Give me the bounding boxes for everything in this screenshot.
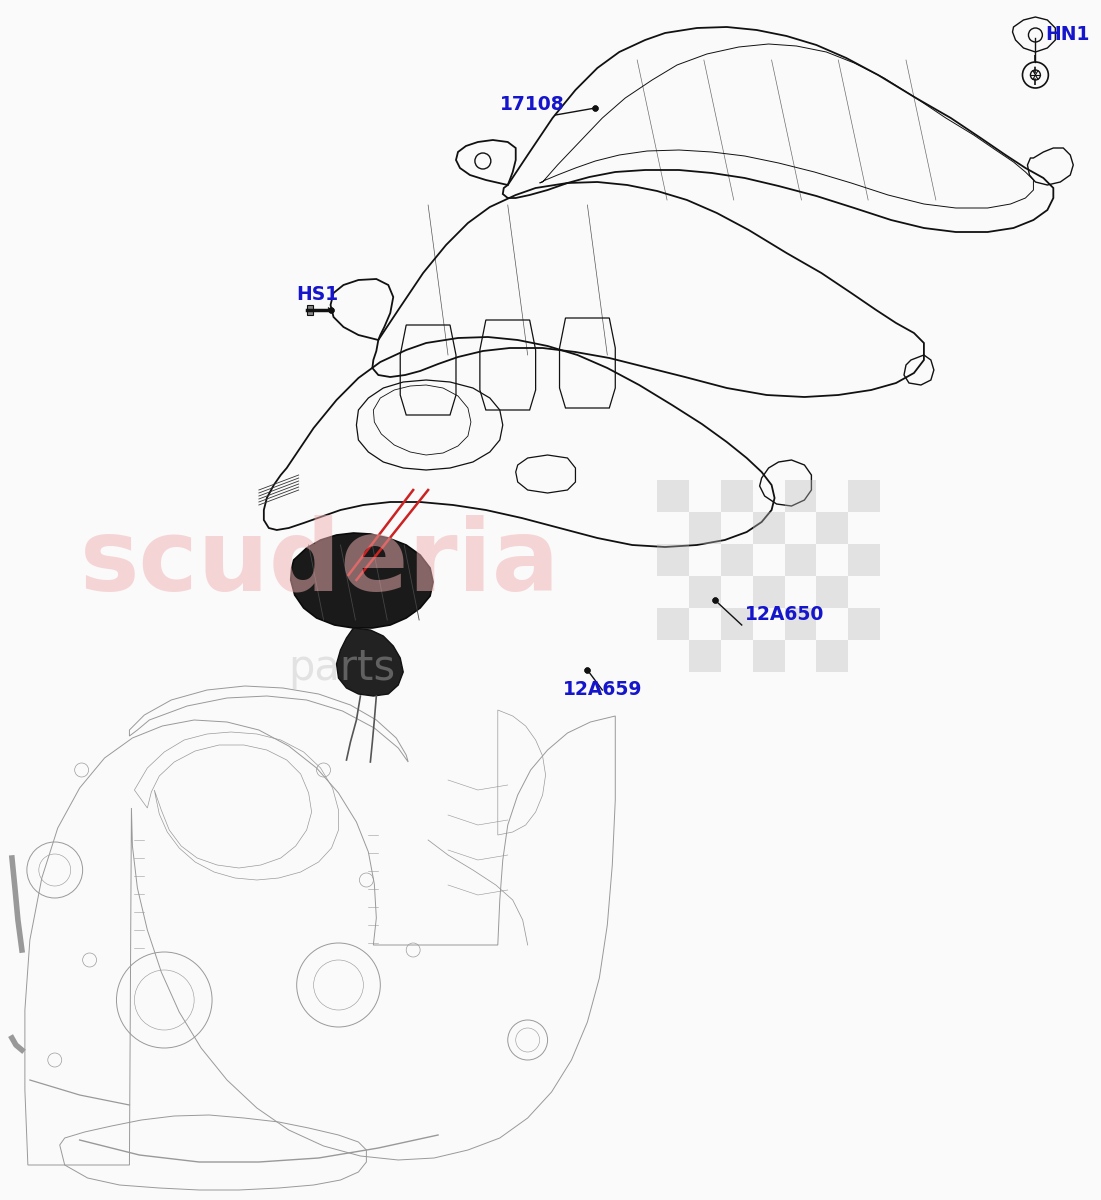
Text: parts: parts (288, 647, 396, 689)
Bar (657, 608, 689, 640)
Bar (307, 305, 313, 314)
Bar (848, 480, 880, 512)
Bar (657, 480, 689, 512)
Bar (848, 608, 880, 640)
Polygon shape (291, 533, 433, 628)
Bar (753, 640, 785, 672)
Bar (816, 640, 848, 672)
Text: 12A650: 12A650 (744, 605, 824, 624)
Bar (753, 512, 785, 544)
Bar (657, 544, 689, 576)
Bar (785, 608, 816, 640)
Bar (689, 576, 721, 608)
Text: 17108: 17108 (500, 95, 565, 114)
Bar (721, 608, 753, 640)
Bar (816, 512, 848, 544)
Bar (816, 576, 848, 608)
Text: HS1: HS1 (296, 284, 339, 304)
Polygon shape (337, 628, 403, 696)
Text: scuderia: scuderia (79, 514, 560, 611)
Bar (721, 480, 753, 512)
Bar (785, 480, 816, 512)
Text: 12A659: 12A659 (563, 680, 642, 698)
Bar (689, 640, 721, 672)
Bar (753, 576, 785, 608)
Bar (848, 544, 880, 576)
Bar (689, 512, 721, 544)
Text: HN1: HN1 (1045, 25, 1090, 44)
Bar (721, 544, 753, 576)
Bar (785, 544, 816, 576)
